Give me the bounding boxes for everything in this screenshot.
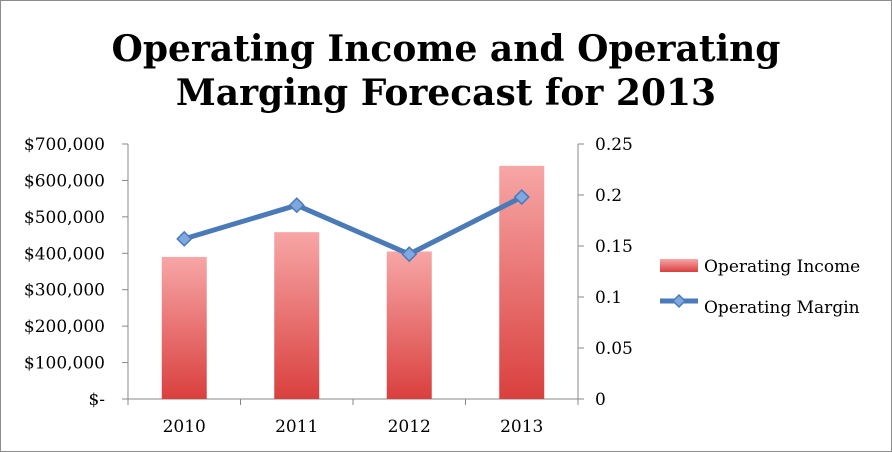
bar-operating-income [386, 251, 432, 399]
right-axis-tick-label: 0.25 [595, 135, 633, 155]
left-axis-tick-label: $600,000 [24, 171, 105, 191]
left-axis-tick-label: $300,000 [24, 281, 105, 301]
right-axis-tick-label: 0.05 [595, 339, 633, 359]
chart-title-line-1: Operating Income and Operating [111, 28, 781, 70]
chart-title: Operating Income and Operating Marging F… [1, 27, 891, 115]
left-axis-tick-label: $700,000 [24, 135, 105, 155]
marker-operating-margin [176, 230, 193, 247]
legend-label-operating-income: Operating Income [704, 257, 860, 277]
left-axis-tick-label: $200,000 [24, 317, 105, 337]
chart-title-line-2: Marging Forecast for 2013 [175, 72, 717, 114]
legend-label-operating-margin: Operating Margin [704, 298, 860, 318]
right-axis-tick-label: 0.1 [595, 288, 622, 308]
x-axis-tick-label: 2013 [500, 417, 543, 437]
right-axis-tick-label: 0.15 [595, 237, 633, 257]
legend-swatch-operating-income [660, 259, 698, 272]
left-axis-tick-label: $500,000 [24, 208, 105, 228]
marker-operating-margin [288, 197, 305, 214]
left-axis-tick-label: $400,000 [24, 244, 105, 264]
x-axis-tick-label: 2011 [275, 417, 318, 437]
marker-operating-margin [401, 246, 418, 263]
x-axis-tick-label: 2012 [388, 417, 431, 437]
left-axis-tick-label: $- [88, 390, 105, 410]
line-operating-margin [181, 194, 525, 257]
marker-operating-margin [513, 188, 530, 206]
left-axis-tick-label: $100,000 [24, 354, 105, 374]
x-axis-tick-label: 2010 [163, 417, 206, 437]
bar-operating-income [274, 232, 320, 399]
right-axis-tick-label: 0 [595, 390, 606, 410]
legend-marker-operating-margin [671, 293, 687, 309]
bar-operating-income [161, 256, 207, 399]
right-axis-tick-label: 0.2 [595, 186, 622, 206]
